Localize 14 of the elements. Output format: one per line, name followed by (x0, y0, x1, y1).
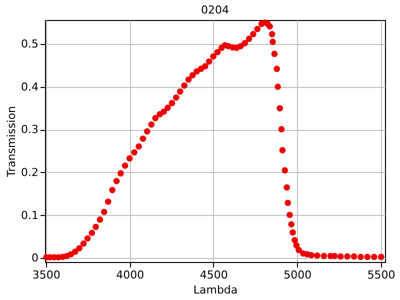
x-tick-label: 4500 (200, 268, 228, 282)
x-axis-title: Lambda (193, 284, 238, 296)
x-tick-label: 3500 (32, 268, 60, 282)
y-tick-label: 0.1 (21, 208, 38, 222)
y-tick-label: 0.4 (21, 80, 38, 94)
chart-title: 0204 (201, 3, 229, 16)
y-axis-title: Transmission (5, 106, 18, 178)
x-tick-label: 5500 (367, 268, 396, 282)
y-tick-label: 0.2 (21, 166, 38, 179)
x-tick-label: 4000 (116, 268, 144, 282)
y-tick-label: 0.5 (21, 37, 38, 50)
y-tick-label: 0.3 (21, 123, 38, 136)
x-tick-label: 5000 (284, 268, 312, 282)
y-tick-label: 0 (32, 252, 38, 265)
